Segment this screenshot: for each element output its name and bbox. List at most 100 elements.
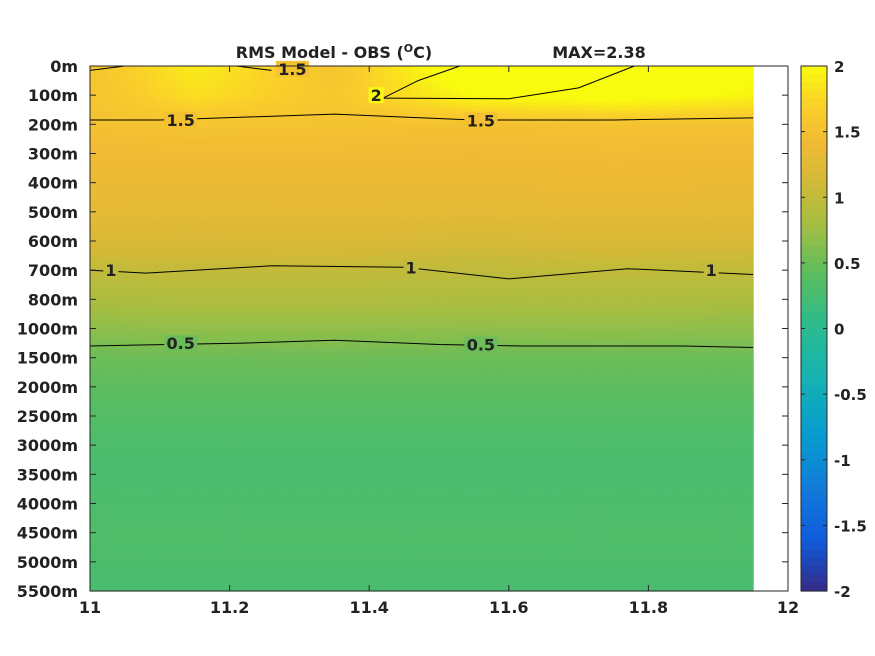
heatmap-cell	[497, 313, 508, 319]
heatmap-cell	[696, 149, 707, 155]
heatmap-cell	[355, 284, 366, 289]
heatmap-cell	[611, 208, 622, 213]
heatmap-cell	[298, 237, 309, 242]
heatmap-cell	[374, 255, 385, 260]
heatmap-cell	[506, 306, 517, 311]
heatmap-cell	[696, 84, 707, 89]
heatmap-cell	[412, 230, 423, 235]
heatmap-cell	[487, 168, 498, 173]
heatmap-cell	[497, 270, 508, 275]
heatmap-cell	[715, 91, 726, 96]
heatmap-cell	[232, 302, 243, 308]
heatmap-cell	[251, 120, 262, 125]
heatmap-cell	[705, 302, 716, 308]
heatmap-cell	[374, 160, 385, 166]
heatmap-cell	[611, 200, 622, 206]
heatmap-cell	[648, 222, 659, 228]
heatmap-cell	[165, 219, 176, 224]
heatmap-cell	[648, 248, 659, 253]
heatmap-cell	[307, 160, 318, 166]
heatmap-cell	[431, 306, 442, 311]
heatmap-cell	[374, 186, 385, 191]
heatmap-cell	[251, 113, 262, 118]
heatmap-cell	[743, 138, 754, 144]
heatmap-cell	[222, 142, 233, 147]
heatmap-cell	[108, 321, 120, 326]
heatmap-cell	[734, 168, 745, 173]
heatmap-cell	[232, 76, 243, 82]
heatmap-cell	[402, 157, 413, 162]
heatmap-cell	[639, 189, 650, 195]
heatmap-cell	[251, 98, 262, 104]
heatmap-cell	[355, 321, 366, 326]
heatmap-cell	[165, 109, 176, 114]
heatmap-cell	[194, 299, 205, 304]
heatmap-cell	[317, 197, 328, 202]
heatmap-cell	[449, 189, 461, 195]
heatmap-cell	[175, 91, 186, 96]
heatmap-cell	[146, 299, 157, 304]
heatmap-cell	[487, 248, 498, 253]
heatmap-cell	[611, 244, 622, 249]
heatmap-cell	[487, 251, 498, 257]
heatmap-cell	[345, 73, 356, 78]
heatmap-cell	[431, 197, 442, 202]
heatmap-cell	[317, 284, 328, 289]
heatmap-cell	[686, 277, 697, 282]
heatmap-cell	[317, 171, 328, 176]
heatmap-cell	[563, 277, 574, 282]
heatmap-cell	[269, 117, 281, 122]
heatmap-cell	[421, 310, 432, 315]
heatmap-cell	[99, 135, 110, 140]
heatmap-cell	[232, 310, 243, 315]
heatmap-cell	[393, 251, 404, 257]
heatmap-cell	[118, 292, 129, 297]
heatmap-cell	[421, 146, 432, 151]
heatmap-cell	[487, 255, 498, 260]
heatmap-cell	[658, 266, 669, 271]
heatmap-cell	[629, 317, 641, 322]
heatmap-cell	[317, 204, 328, 209]
heatmap-cell	[743, 230, 754, 235]
heatmap-cell	[298, 302, 309, 308]
heatmap-cell	[667, 302, 678, 308]
heatmap-cell	[516, 157, 527, 162]
heatmap-cell	[137, 200, 148, 206]
heatmap-cell	[213, 193, 224, 198]
heatmap-cell	[449, 120, 461, 125]
heatmap-cell	[525, 233, 536, 238]
heatmap-cell	[194, 69, 205, 74]
heatmap-cell	[393, 138, 404, 144]
heatmap-cell	[412, 208, 423, 213]
heatmap-cell	[715, 222, 726, 228]
heatmap-cell	[601, 233, 612, 238]
heatmap-cell	[563, 281, 574, 286]
heatmap-cell	[269, 179, 281, 184]
heatmap-cell	[468, 98, 479, 104]
heatmap-cell	[686, 222, 697, 228]
heatmap-cell	[108, 317, 120, 322]
heatmap-cell	[232, 284, 243, 289]
heatmap-cell	[241, 259, 252, 264]
heatmap-cell	[582, 131, 593, 136]
heatmap-cell	[686, 171, 697, 176]
heatmap-cell	[497, 189, 508, 195]
heatmap-cell	[118, 273, 129, 279]
heatmap-cell	[592, 317, 603, 322]
heatmap-cell	[298, 204, 309, 209]
heatmap-cell	[184, 91, 195, 96]
heatmap-cell	[705, 179, 716, 184]
heatmap-cell	[724, 160, 735, 166]
heatmap-cell	[715, 80, 726, 85]
heatmap-cell	[298, 138, 309, 144]
heatmap-cell	[487, 73, 498, 78]
heatmap-cell	[326, 168, 337, 173]
heatmap-cell	[90, 211, 101, 217]
heatmap-cell	[715, 84, 726, 89]
heatmap-cell	[232, 157, 243, 162]
heatmap-cell	[402, 149, 413, 155]
heatmap-cell	[90, 66, 101, 71]
heatmap-cell	[90, 124, 101, 129]
heatmap-cell	[99, 149, 110, 155]
heatmap-cell	[497, 277, 508, 282]
